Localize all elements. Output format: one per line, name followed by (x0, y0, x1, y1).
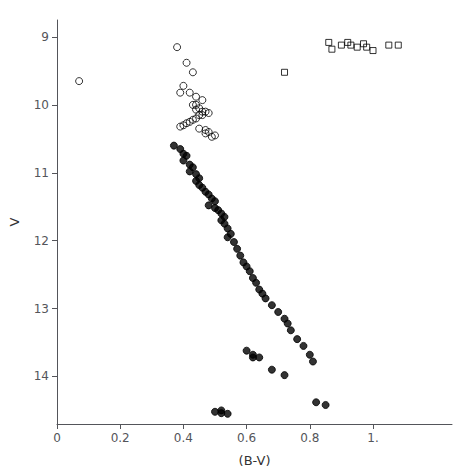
svg-text:0.8: 0.8 (300, 431, 319, 445)
svg-text:12: 12 (34, 234, 49, 248)
svg-text:0.2: 0.2 (111, 431, 130, 445)
svg-text:11: 11 (34, 166, 49, 180)
svg-text:0.6: 0.6 (237, 431, 256, 445)
svg-text:(B-V): (B-V) (239, 453, 271, 468)
svg-text:0.4: 0.4 (174, 431, 193, 445)
svg-text:13: 13 (34, 302, 49, 316)
svg-text:9: 9 (41, 30, 49, 44)
svg-text:14: 14 (34, 369, 49, 383)
svg-text:1.: 1. (367, 431, 378, 445)
svg-text:0: 0 (53, 431, 61, 445)
svg-text:10: 10 (34, 98, 49, 112)
svg-text:V: V (7, 217, 22, 226)
